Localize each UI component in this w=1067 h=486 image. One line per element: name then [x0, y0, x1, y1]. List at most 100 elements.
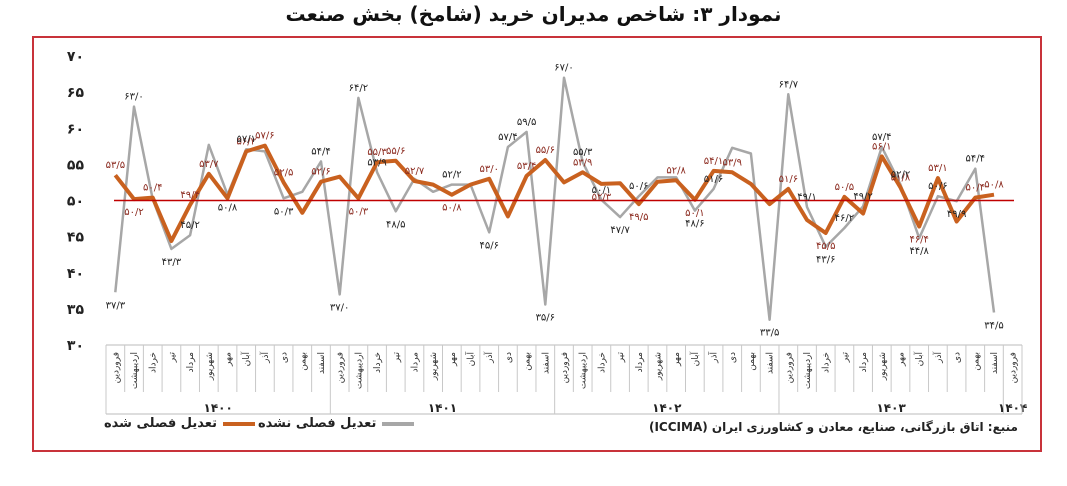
- data-label-unadjusted: ۶۳/۰: [124, 92, 143, 103]
- legend-unadjusted-swatch: [382, 421, 415, 426]
- data-label-adjusted: ۵۳/۹: [723, 157, 742, 168]
- data-label-unadjusted: ۵۱/۶: [704, 174, 723, 185]
- data-label-adjusted: ۵۶/۱: [872, 141, 891, 152]
- data-label-unadjusted: ۵۲/۲: [891, 170, 910, 181]
- y-tick-label: ۶۵: [67, 85, 85, 101]
- x-tick-label: مرداد: [186, 352, 196, 372]
- data-label-unadjusted: ۵۷/۴: [498, 132, 517, 143]
- data-label-adjusted: ۵۱/۸: [891, 172, 911, 183]
- data-label-adjusted: ۵۵/۶: [386, 146, 405, 157]
- data-label-unadjusted: ۳۷/۳: [106, 300, 126, 311]
- x-tick-label: خرداد: [597, 352, 607, 373]
- x-tick-label: فروردین: [336, 352, 346, 383]
- x-tick-label: مهر: [448, 352, 458, 367]
- x-tick-label: خرداد: [373, 352, 383, 373]
- data-label-unadjusted: ۴۴/۸: [909, 246, 929, 257]
- legend-adjusted-label: تعدیل فصلی شده: [104, 416, 218, 431]
- data-label-adjusted: ۵۰/۸: [984, 180, 1004, 191]
- legend-adjusted-swatch: [223, 421, 256, 426]
- source-note: منبع: اتاق بازرگانی، صنایع، معادن و کشاو…: [648, 420, 1018, 434]
- x-tick-label: مرداد: [859, 352, 869, 372]
- data-label-unadjusted: ۴۳/۳: [162, 257, 182, 268]
- data-label-unadjusted: ۵۲/۲: [442, 170, 461, 181]
- x-tick-label: تیر: [616, 352, 626, 364]
- x-tick-label: آبان: [465, 352, 477, 367]
- x-tick-label: بهمن: [523, 352, 533, 371]
- data-label-unadjusted: ۵۵/۳: [573, 147, 593, 158]
- data-label-adjusted: ۵۶/۳: [236, 136, 256, 147]
- x-tick-label: شهریور: [878, 352, 888, 381]
- series-adjusted-line: [113, 143, 995, 243]
- y-tick-label: ۷۰: [67, 49, 84, 65]
- year-label: ۱۴۰۰: [204, 401, 233, 415]
- x-tick-label: بهمن: [298, 352, 308, 371]
- y-tick-label: ۶۰: [67, 121, 84, 137]
- legend-unadjusted: تعدیل فصلی نشده: [258, 416, 415, 431]
- data-label-unadjusted: ۴۸/۵: [386, 219, 405, 230]
- data-label-unadjusted: ۵۰/۸: [218, 203, 238, 214]
- data-label-unadjusted: ۵۰/۶: [629, 181, 648, 192]
- x-tick-label: مهر: [672, 352, 682, 367]
- data-label-adjusted: ۵۵/۶: [536, 145, 555, 156]
- y-tick-label: ۴۰: [67, 266, 84, 282]
- x-tick-label: اسفند: [990, 352, 1000, 374]
- data-label-adjusted: ۵۰/۸: [442, 203, 462, 214]
- x-tick-label: اسفند: [541, 352, 551, 374]
- x-tick-label: فروردین: [111, 352, 121, 383]
- data-label-unadjusted: ۴۳/۶: [816, 255, 835, 266]
- data-label-unadjusted: ۶۷/۰: [554, 63, 573, 74]
- data-label-unadjusted: ۵۳/۹: [367, 157, 386, 168]
- x-tick-label: آذر: [483, 352, 495, 364]
- chart-title: نمودار ۳: شاخص مدیران خرید (شامخ) بخش صن…: [285, 2, 782, 26]
- data-label-adjusted: ۴۵/۵: [816, 241, 835, 252]
- series-unadjusted-line: [114, 76, 996, 321]
- y-tick-label: ۳۰: [67, 338, 84, 354]
- data-label-adjusted: ۵۰/۳: [349, 206, 369, 217]
- x-tick-label: مهر: [896, 352, 906, 367]
- x-tick-label: دی: [728, 352, 738, 363]
- x-tick-label: شهریور: [429, 352, 439, 381]
- x-tick-label: اردیبهشت: [579, 352, 589, 389]
- data-label-adjusted: ۵۰/۴: [966, 183, 985, 194]
- data-label-unadjusted: ۴۶/۲: [835, 213, 854, 224]
- data-label-adjusted: ۵۷/۶: [255, 131, 274, 142]
- x-tick-label: آبان: [689, 352, 701, 367]
- data-label-unadjusted: ۴۵/۶: [479, 240, 498, 251]
- x-tick-label: دی: [953, 352, 963, 363]
- data-label-unadjusted: ۵۴/۴: [966, 154, 985, 165]
- data-label-adjusted: ۵۲/۸: [666, 165, 686, 176]
- y-tick-label: ۵۵: [67, 157, 85, 173]
- x-tick-label: دی: [504, 352, 514, 363]
- x-tick-label: فروردین: [1009, 352, 1019, 383]
- x-tick-label: آذر: [259, 352, 271, 364]
- x-tick-label: خرداد: [822, 352, 832, 373]
- data-label-unadjusted: ۳۴/۵: [984, 320, 1003, 331]
- data-label-unadjusted: ۶۴/۷: [779, 79, 799, 90]
- y-tick-label: ۵۰: [67, 194, 84, 210]
- data-label-adjusted: ۴۶/۴: [909, 235, 928, 246]
- data-label-unadjusted: ۴۹/۱: [797, 192, 816, 203]
- data-label-unadjusted: ۴۹/۲: [853, 191, 872, 202]
- data-label-adjusted: ۵۴/۱: [704, 156, 723, 167]
- x-tick-label: مرداد: [410, 352, 420, 372]
- y-tick-label: ۴۵: [67, 230, 85, 246]
- data-label-adjusted: ۵۱/۶: [779, 174, 798, 185]
- year-label: ۱۴۰۳: [876, 401, 906, 415]
- legend-unadjusted-label: تعدیل فصلی نشده: [258, 416, 377, 431]
- data-label-unadjusted: ۳۳/۵: [760, 328, 779, 339]
- data-label-unadjusted: ۵۷/۱: [236, 134, 255, 145]
- data-label-adjusted: ۵۲/۶: [311, 167, 330, 178]
- data-label-unadjusted: ۵۹/۵: [517, 117, 536, 128]
- x-tick-label: تیر: [167, 352, 177, 364]
- data-label-unadjusted: ۵۷/۴: [872, 132, 891, 143]
- data-label-unadjusted: ۵۰/۶: [928, 181, 947, 192]
- x-tick-label: تیر: [392, 352, 402, 364]
- x-tick-label: اردیبهشت: [803, 352, 813, 389]
- year-label: ۱۴۰۲: [652, 401, 682, 415]
- data-label-adjusted: ۵۳/۴: [517, 161, 536, 172]
- data-label-adjusted: ۵۲/۷: [405, 166, 425, 177]
- data-label-unadjusted: ۴۹/۹: [947, 209, 966, 220]
- x-tick-label: اسفند: [766, 352, 776, 374]
- x-tick-label: اسفند: [317, 352, 327, 374]
